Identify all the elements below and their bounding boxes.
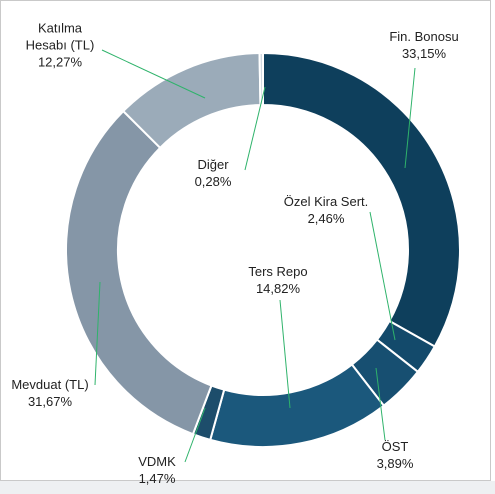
label-value: 14,82% (255, 281, 301, 296)
label-name: Mevduat (TL) (11, 377, 89, 392)
label-name: Ters Repo (248, 264, 308, 279)
label-name: Diğer (197, 157, 229, 172)
label-value: 33,15% (401, 46, 447, 61)
leader-line (375, 367, 386, 441)
data-label: Özel Kira Sert. 2,46% (284, 193, 369, 227)
label-value: 2,46% (307, 211, 345, 226)
slice (209, 363, 386, 448)
leader-line (101, 49, 206, 99)
label-value: 0,28% (194, 174, 232, 189)
label-value: 1,47% (138, 471, 176, 486)
data-label: Mevduat (TL) 31,67% (11, 376, 88, 410)
leader-line (279, 299, 291, 409)
label-value: 12,27% (37, 54, 83, 70)
leader-line (369, 211, 396, 341)
data-label: Fin. Bonosu 33,15% (389, 28, 458, 62)
label-value: 3,89% (376, 456, 414, 471)
data-label: ÖST 3,89% (377, 438, 414, 472)
slice (65, 109, 213, 436)
data-label: Katılma Hesabı (TL) 12,27% (20, 20, 100, 71)
label-name: Katılma Hesabı (TL) (25, 20, 95, 53)
frame (0, 0, 491, 481)
data-label: Ters Repo 14,82% (248, 263, 307, 297)
leader-line (94, 281, 101, 386)
bottom-strip (0, 481, 495, 494)
leader-line (184, 407, 206, 463)
label-name: Fin. Bonosu (389, 29, 459, 44)
label-name: ÖST (381, 439, 409, 454)
label-name: VDMK (138, 454, 176, 469)
leader-line (244, 86, 266, 171)
data-label: Diğer 0,28% (195, 156, 232, 190)
label-value: 31,67% (27, 394, 73, 409)
data-label: VDMK 1,47% (138, 453, 176, 487)
leader-line (404, 67, 416, 169)
slice (262, 51, 461, 348)
label-name: Özel Kira Sert. (283, 194, 369, 209)
